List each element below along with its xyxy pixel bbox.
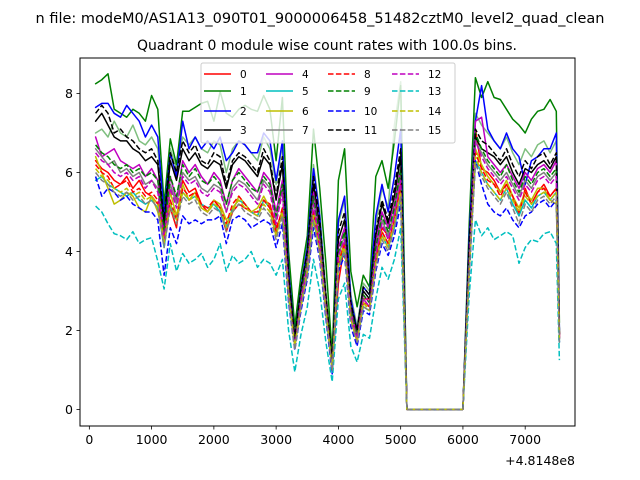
x-axis: 0 1000 2000 3000 4000 5000 6000 7000 [85, 426, 541, 447]
x-tick-label: 1000 [136, 432, 168, 447]
x-tick-label: 3000 [260, 432, 292, 447]
x-tick-label: 4000 [322, 432, 354, 447]
series-line-10 [94, 159, 561, 411]
x-tick-label: 0 [85, 432, 93, 447]
figure-suptitle: n file: modeM0/AS1A13_090T01_9000006458_… [36, 11, 605, 27]
x-offset-label: +4.8148e8 [505, 453, 575, 468]
x-tick-label: 2000 [198, 432, 230, 447]
legend-label-5: 5 [302, 86, 309, 98]
legend-label-15: 15 [428, 125, 441, 137]
legend-label-9: 9 [364, 86, 371, 98]
plot-lines [94, 73, 561, 411]
legend-label-4: 4 [302, 69, 309, 81]
legend-label-2: 2 [240, 106, 247, 118]
x-tick-label: 6000 [447, 432, 479, 447]
legend-label-3: 3 [240, 125, 247, 137]
legend-label-10: 10 [364, 106, 377, 118]
y-tick-label: 0 [65, 402, 73, 417]
series-line-12 [95, 140, 561, 411]
series-line-13 [95, 205, 561, 411]
legend-label-1: 1 [240, 86, 247, 98]
legend-label-6: 6 [302, 106, 309, 118]
legend-label-13: 13 [428, 86, 441, 98]
legend-frame [200, 62, 456, 144]
y-tick-label: 6 [65, 165, 73, 180]
y-axis: 0 2 4 6 8 [65, 86, 80, 417]
series-line-9 [95, 132, 561, 411]
series-line-15 [95, 163, 561, 411]
legend-label-8: 8 [364, 69, 371, 81]
y-tick-label: 2 [65, 323, 73, 338]
legend-label-12: 12 [428, 69, 441, 81]
plot-frame [79, 57, 576, 427]
legend-label-11: 11 [364, 125, 377, 137]
series-line-11 [95, 104, 561, 411]
y-tick-label: 4 [65, 244, 73, 259]
legend-label-14: 14 [428, 106, 442, 118]
y-tick-label: 8 [65, 86, 73, 101]
legend-label-7: 7 [302, 125, 309, 137]
x-tick-label: 7000 [509, 432, 541, 447]
series-line-1 [94, 73, 561, 411]
legend-label-0: 0 [240, 69, 247, 81]
chart-title: Quadrant 0 module wise count rates with … [137, 38, 517, 54]
x-tick-label: 5000 [385, 432, 417, 447]
